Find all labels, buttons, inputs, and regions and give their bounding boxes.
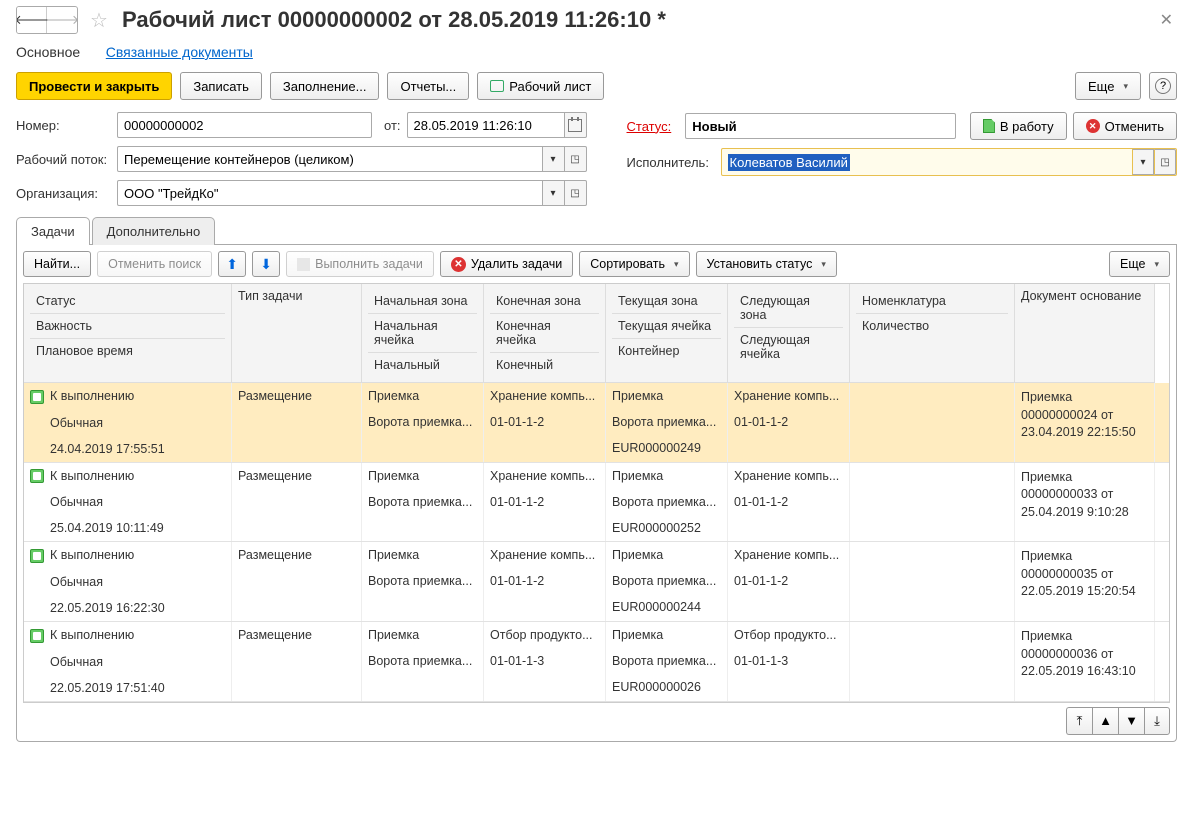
date-input[interactable]: [407, 112, 565, 138]
tab-main[interactable]: Основное: [16, 44, 80, 60]
flow-dropdown-button[interactable]: ▾: [543, 146, 565, 172]
status-label[interactable]: Статус:: [627, 119, 672, 134]
delete-tasks-button[interactable]: ✕ Удалить задачи: [440, 251, 573, 277]
printer-icon: [490, 80, 504, 92]
number-label: Номер:: [16, 118, 111, 133]
col-start[interactable]: Начальная зонаНачальная ячейкаНачальный: [362, 284, 484, 383]
col-task-type[interactable]: Тип задачи: [232, 284, 362, 383]
goto-next-button[interactable]: ▼: [1118, 707, 1144, 735]
help-button[interactable]: ?: [1149, 72, 1177, 100]
date-label: от:: [384, 118, 401, 133]
move-down-button[interactable]: ⬇: [252, 251, 280, 277]
arrow-up-icon: ⬆: [226, 256, 238, 273]
save-button[interactable]: Записать: [180, 72, 262, 100]
open-icon: ◳: [570, 188, 579, 199]
reports-button[interactable]: Отчеты...: [387, 72, 469, 100]
table-row[interactable]: К выполнениюОбычная25.04.2019 10:11:49Ра…: [24, 463, 1169, 543]
col-current[interactable]: Текущая зонаТекущая ячейкаКонтейнер: [606, 284, 728, 383]
executor-dropdown-button[interactable]: ▾: [1132, 149, 1154, 175]
calendar-icon: [568, 119, 582, 132]
executor-value: Колеватов Василий: [728, 154, 850, 171]
executor-field[interactable]: Колеватов Василий ▾ ◳: [721, 148, 1177, 176]
status-icon: [30, 549, 44, 563]
to-work-button[interactable]: В работу: [970, 112, 1067, 140]
run-tasks-label: Выполнить задачи: [315, 257, 423, 271]
print-worksheet-button[interactable]: Рабочий лист: [477, 72, 604, 100]
cancel-label: Отменить: [1105, 119, 1164, 134]
flow-input[interactable]: [117, 146, 543, 172]
executor-label: Исполнитель:: [627, 155, 715, 170]
cancel-search-button: Отменить поиск: [97, 251, 212, 277]
executor-open-button[interactable]: ◳: [1154, 149, 1176, 175]
sort-button[interactable]: Сортировать: [579, 251, 689, 277]
col-next[interactable]: Следующая зонаСледующая ячейка: [728, 284, 850, 383]
more-button[interactable]: Еще: [1075, 72, 1141, 100]
arrow-down-icon: ⬇: [260, 256, 272, 273]
goto-bottom-button[interactable]: ⤓: [1144, 707, 1170, 735]
tab-linked-docs[interactable]: Связанные документы: [106, 44, 253, 60]
find-button[interactable]: Найти...: [23, 251, 91, 277]
table-row[interactable]: К выполнениюОбычная22.05.2019 17:51:40Ра…: [24, 622, 1169, 702]
open-icon: ◳: [1160, 157, 1169, 168]
tasks-more-button[interactable]: Еще: [1109, 251, 1170, 277]
status-icon: [30, 469, 44, 483]
org-dropdown-button[interactable]: ▾: [543, 180, 565, 206]
nav-back-button[interactable]: 🡐: [17, 7, 47, 33]
col-nomen[interactable]: НоменклатураКоличество: [850, 284, 1015, 383]
cancel-x-icon: ✕: [1086, 119, 1100, 133]
flow-label: Рабочий поток:: [16, 152, 111, 167]
document-icon: [983, 119, 995, 133]
document-tabs: Основное Связанные документы: [16, 44, 1177, 60]
help-icon: ?: [1155, 78, 1171, 94]
org-input[interactable]: [117, 180, 543, 206]
org-open-button[interactable]: ◳: [565, 180, 587, 206]
cancel-button[interactable]: ✕ Отменить: [1073, 112, 1177, 140]
col-end[interactable]: Конечная зонаКонечная ячейкаКонечный: [484, 284, 606, 383]
table-row[interactable]: К выполнениюОбычная24.04.2019 17:55:51Ра…: [24, 383, 1169, 463]
flow-open-button[interactable]: ◳: [565, 146, 587, 172]
col-status[interactable]: СтатусВажностьПлановое время: [24, 284, 232, 383]
status-icon: [30, 390, 44, 404]
calendar-button[interactable]: [565, 112, 587, 138]
delete-tasks-label: Удалить задачи: [471, 257, 562, 271]
table-row[interactable]: К выполнениюОбычная22.05.2019 16:22:30Ра…: [24, 542, 1169, 622]
status-input: [685, 113, 956, 139]
fill-button[interactable]: Заполнение...: [270, 72, 380, 100]
number-input[interactable]: [117, 112, 372, 138]
to-work-label: В работу: [1000, 119, 1054, 134]
nav-forward-button[interactable]: 🡒: [47, 7, 77, 33]
run-tasks-button: Выполнить задачи: [286, 251, 434, 277]
set-status-button[interactable]: Установить статус: [696, 251, 837, 277]
stop-icon: [297, 258, 310, 271]
col-docbase[interactable]: Документ основание: [1015, 284, 1155, 383]
close-icon[interactable]: ✕: [1156, 6, 1177, 34]
delete-x-icon: ✕: [451, 257, 466, 272]
org-label: Организация:: [16, 186, 111, 201]
open-icon: ◳: [570, 154, 579, 165]
print-label: Рабочий лист: [509, 79, 591, 94]
status-icon: [30, 629, 44, 643]
tab-additional[interactable]: Дополнительно: [92, 217, 216, 245]
table-header: СтатусВажностьПлановое времяТип задачиНа…: [24, 284, 1169, 383]
tasks-table: СтатусВажностьПлановое времяТип задачиНа…: [23, 283, 1170, 703]
goto-prev-button[interactable]: ▲: [1092, 707, 1118, 735]
favorite-star-icon[interactable]: ☆: [88, 9, 110, 31]
post-and-close-button[interactable]: Провести и закрыть: [16, 72, 172, 100]
page-title: Рабочий лист 00000000002 от 28.05.2019 1…: [122, 7, 666, 33]
goto-top-button[interactable]: ⤒: [1066, 707, 1092, 735]
move-up-button[interactable]: ⬆: [218, 251, 246, 277]
tab-tasks[interactable]: Задачи: [16, 217, 90, 245]
